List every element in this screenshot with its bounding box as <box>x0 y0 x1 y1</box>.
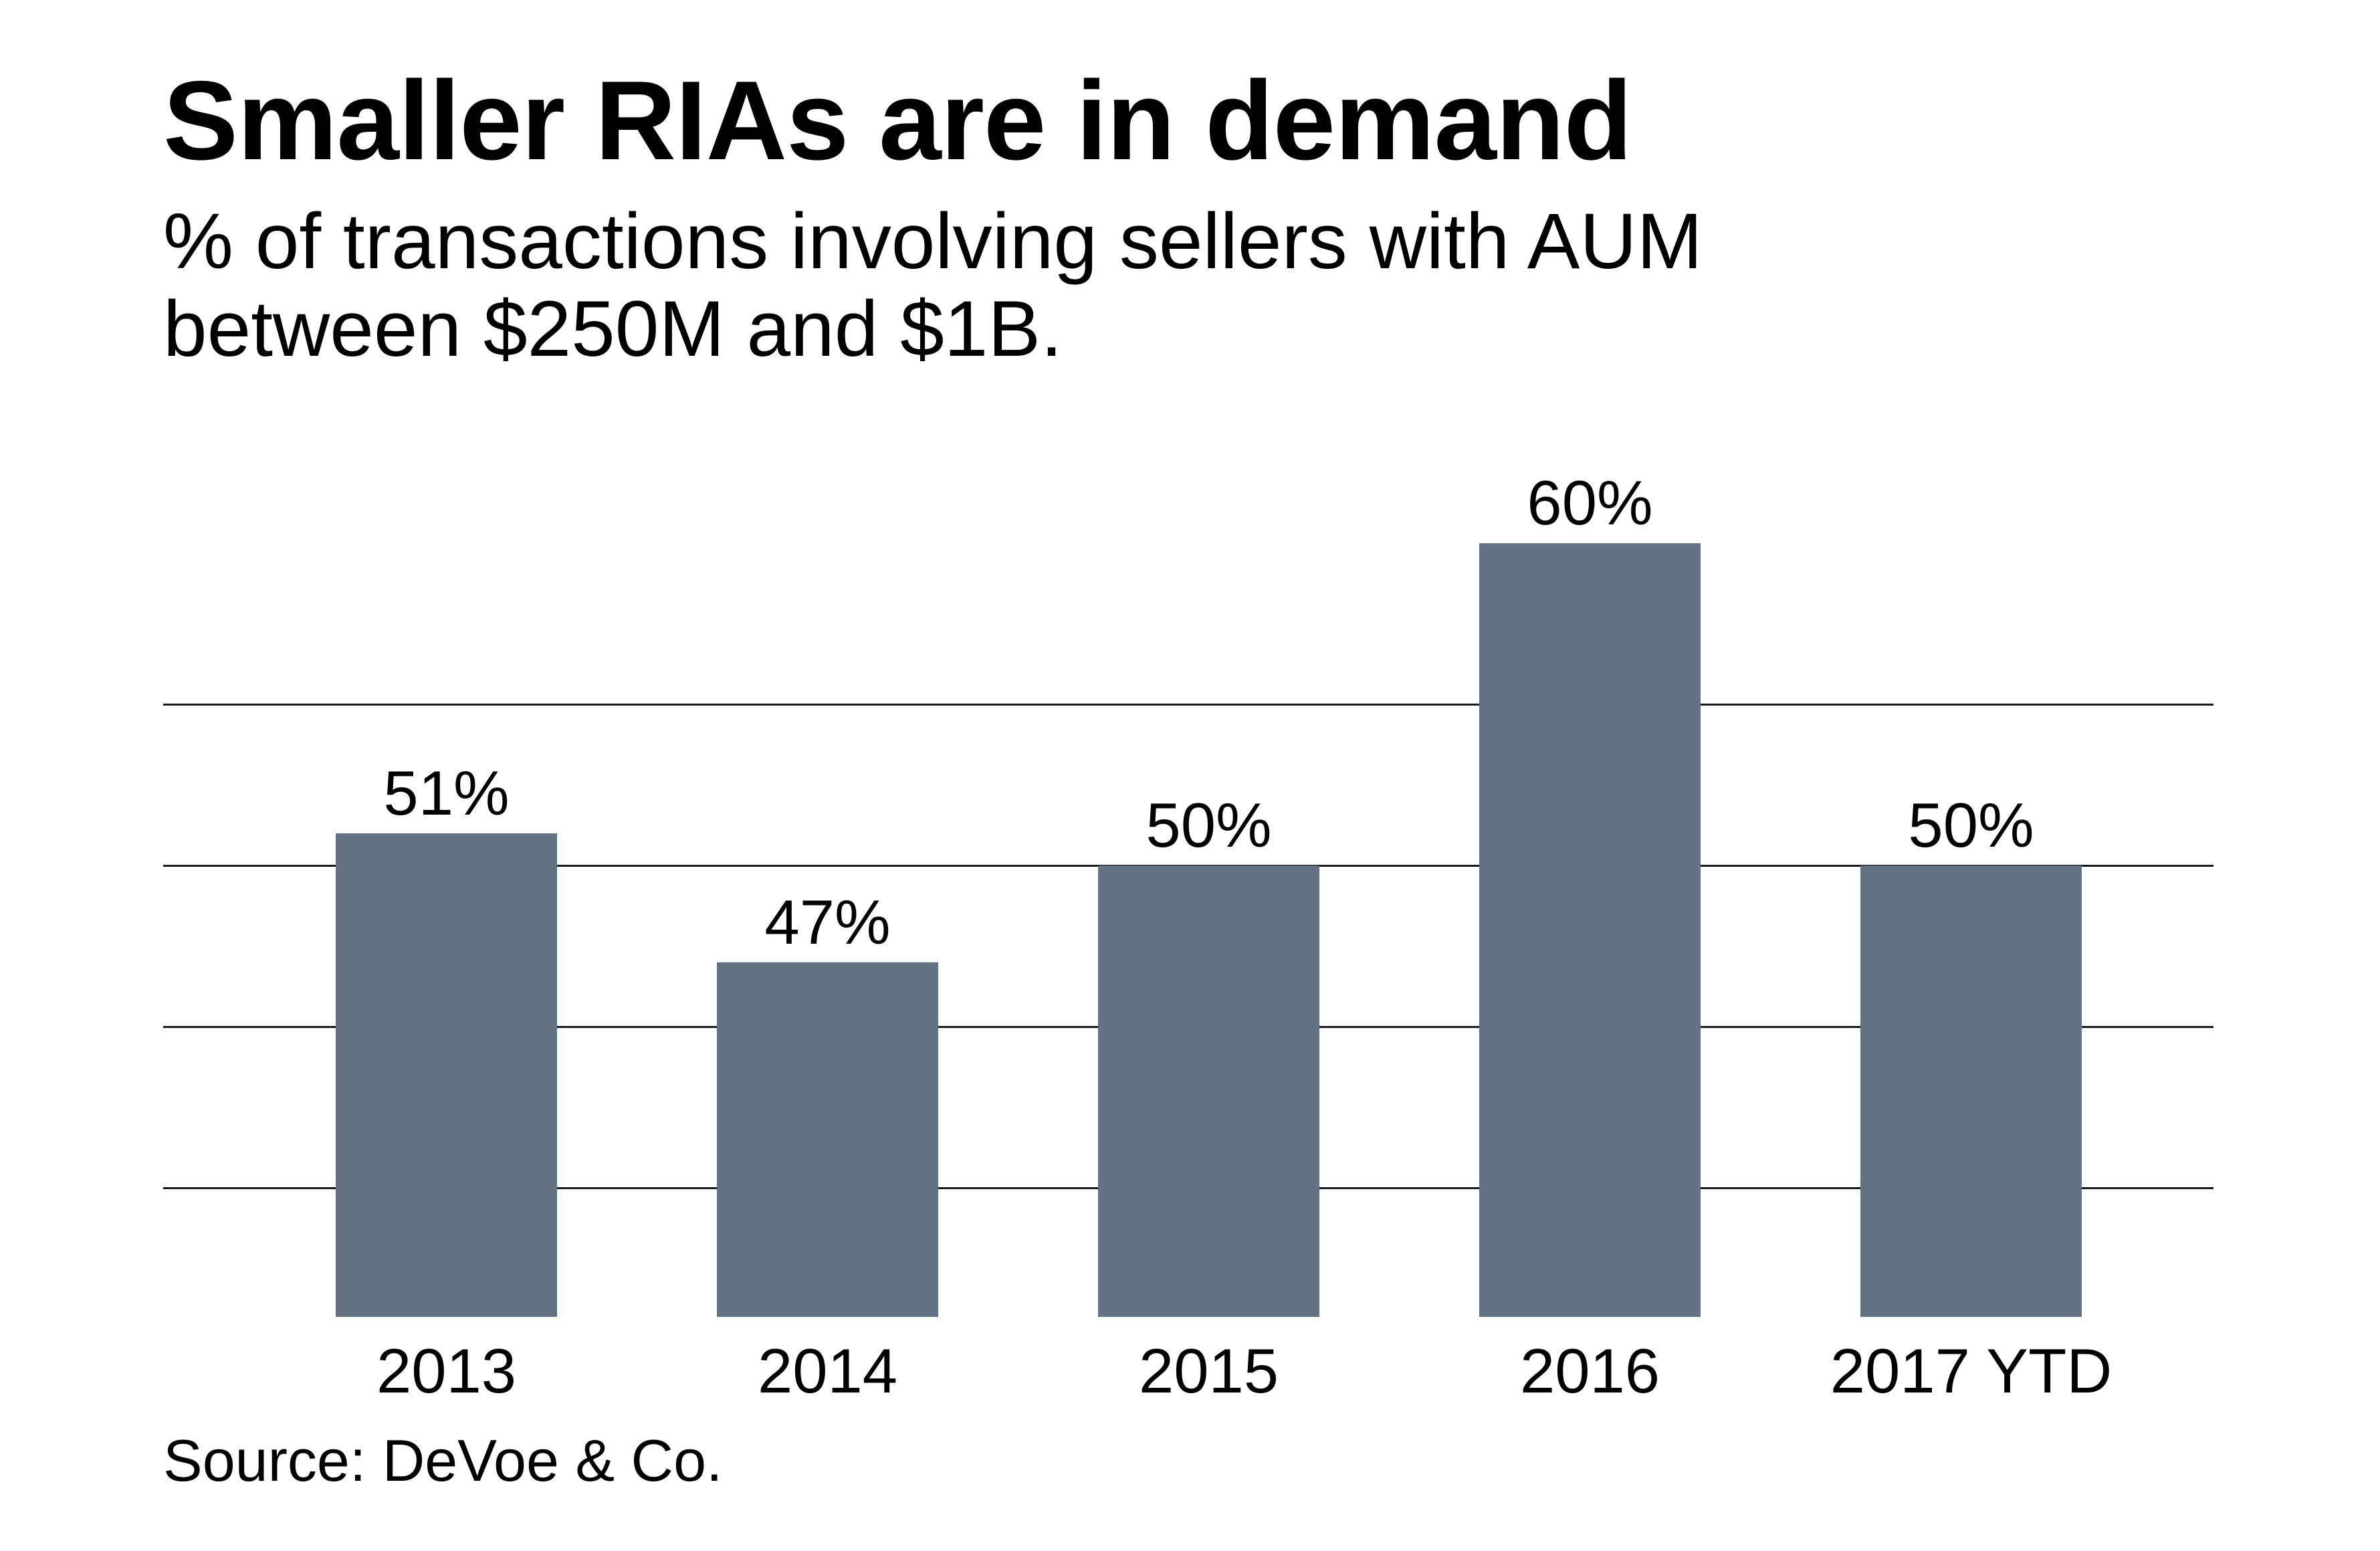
chart-subtitle: % of transactions involving sellers with… <box>163 198 1703 373</box>
bars <box>336 543 2082 1318</box>
category-label: 2014 <box>758 1336 897 1406</box>
subtitle-line-1: % of transactions involving sellers with… <box>163 197 1703 286</box>
category-labels: 2013 2014 2015 2016 2017 YTD <box>376 1336 2112 1406</box>
data-label: 51% <box>383 758 509 828</box>
bar-2016 <box>1479 543 1701 1318</box>
data-label: 60% <box>1527 468 1652 538</box>
data-labels: 51% 47% 50% 60% 50% <box>383 468 2034 957</box>
subtitle-line-2: between $250M and $1B. <box>163 285 1063 373</box>
bar-2014 <box>717 962 938 1317</box>
source-note: Source: DeVoe & Co. <box>163 1427 723 1493</box>
chart-title: Smaller RIAs are in demand <box>163 58 1632 183</box>
category-label: 2017 YTD <box>1830 1336 2113 1406</box>
bar-2013 <box>336 833 557 1317</box>
bar-2015 <box>1098 865 1319 1317</box>
data-label: 47% <box>764 887 890 957</box>
category-label: 2015 <box>1139 1336 1279 1406</box>
bar-2017-ytd <box>1860 865 2082 1317</box>
category-label: 2016 <box>1520 1336 1660 1406</box>
category-label: 2013 <box>376 1336 516 1406</box>
data-label: 50% <box>1908 790 2034 860</box>
data-label: 50% <box>1146 790 1271 860</box>
